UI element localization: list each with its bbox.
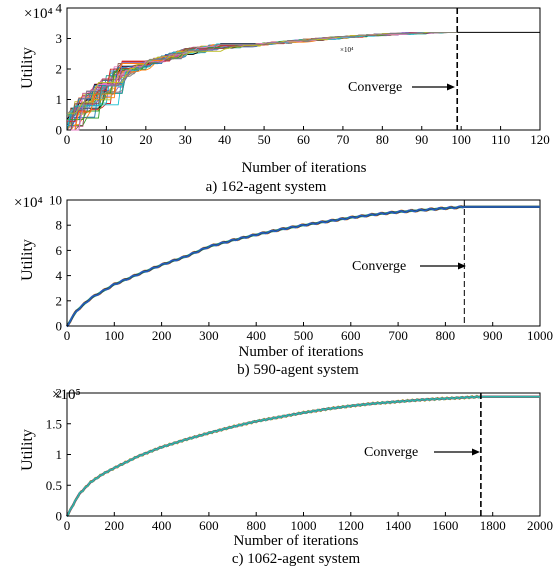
x-tick-label: 300 — [199, 328, 219, 343]
x-tick-label: 1000 — [291, 518, 317, 533]
panel-c-y-multiplier: ×10⁵ — [52, 387, 81, 403]
plot-frame — [66, 199, 541, 327]
x-tick-label: 0 — [64, 518, 71, 533]
x-tick-label: 100 — [451, 132, 471, 147]
panel-a-caption: a) 162-agent system — [206, 179, 327, 195]
agent-run-line — [66, 205, 540, 327]
converge-arrow-icon — [472, 448, 480, 456]
panel-b-caption: b) 590-agent system — [237, 362, 359, 378]
y-tick-label: 2 — [56, 62, 63, 77]
y-tick-label: 1 — [56, 447, 63, 462]
panel-b-series — [66, 205, 540, 328]
panel-c-converge — [434, 393, 482, 516]
y-tick-label: 4 — [56, 268, 63, 283]
y-tick-label: 10 — [49, 193, 62, 208]
x-tick-label: 800 — [436, 328, 456, 343]
panel-c-ylabel: Utility — [19, 429, 36, 471]
y-tick-label: 3 — [56, 31, 63, 46]
panel-a-converge — [412, 8, 459, 130]
panel-b-converge — [420, 200, 466, 326]
y-tick-label: 6 — [56, 243, 63, 258]
panel-b: 0 100 200 300 400 500 600 700 800 900 10000246810 … — [14, 193, 553, 379]
y-tick-label: 2 — [56, 293, 63, 308]
x-tick-label: 70 — [336, 132, 349, 147]
x-tick-label: 10 — [100, 132, 113, 147]
x-tick-label: 1800 — [480, 518, 506, 533]
y-tick-label: 1 — [56, 92, 63, 107]
x-tick-label: 90 — [415, 132, 428, 147]
panel-b-ticks: 0 100 200 300 400 500 600 700 800 900 1000 0 2 4 6 8 10 — [49, 193, 553, 344]
x-tick-label: 1600 — [432, 518, 458, 533]
x-tick-label: 1200 — [338, 518, 364, 533]
agent-run-line — [66, 31, 458, 115]
agent-run-line — [67, 31, 458, 126]
x-tick-label: 400 — [246, 328, 266, 343]
x-tick-label: 110 — [491, 132, 510, 147]
panel-b-y-multiplier: ×10⁴ — [14, 195, 43, 211]
x-tick-label: 800 — [246, 518, 266, 533]
x-tick-label: 500 — [294, 328, 314, 343]
panel-c: 0 200 400 600 800 1000 1200 1400 1600 1800 2000 0 0.… — [19, 386, 553, 568]
agent-run-line — [66, 205, 540, 328]
y-tick-label: 0 — [56, 509, 63, 524]
panel-a: 0 10 20 30 40 50 60 70 80 90 100 110 120 0 1 2 3 4 Utilit… — [19, 1, 550, 196]
x-tick-label: 400 — [152, 518, 172, 533]
panel-b-plot-area — [66, 199, 541, 327]
x-tick-label: 20 — [139, 132, 152, 147]
x-tick-label: 600 — [199, 518, 219, 533]
x-tick-label: 40 — [218, 132, 231, 147]
panel-a-series — [66, 31, 540, 131]
x-tick-label: 700 — [388, 328, 408, 343]
y-tick-label: 4 — [56, 1, 63, 16]
y-tick-label: 8 — [56, 218, 63, 233]
panel-b-converge-label: Converge — [352, 259, 406, 274]
x-tick-label: 0 — [64, 328, 71, 343]
x-tick-label: 80 — [376, 132, 389, 147]
panel-a-ticks: 0 10 20 30 40 50 60 70 80 90 100 110 120 0 1 2 3 4 — [56, 1, 550, 148]
agent-run-line — [66, 395, 540, 518]
panel-b-xlabel: Number of iterations — [239, 344, 364, 360]
converge-arrow-icon — [447, 83, 455, 91]
panel-c-caption: c) 1062-agent system — [232, 551, 361, 567]
x-tick-label: 200 — [152, 328, 172, 343]
y-tick-label: 2 — [56, 386, 63, 401]
x-tick-label: 120 — [530, 132, 550, 147]
panel-a-ylabel: Utility — [19, 47, 36, 89]
panel-c-converge-label: Converge — [364, 445, 418, 460]
y-tick-label: 0 — [56, 123, 63, 138]
converge-arrow-icon — [458, 262, 466, 270]
panel-c-series — [66, 394, 540, 518]
panel-a-converge-label: Converge — [348, 80, 402, 95]
x-tick-label: 2000 — [527, 518, 553, 533]
panel-c-ticks: 0 200 400 600 800 1000 1200 1400 1600 1800 2000 0 0.… — [46, 386, 553, 534]
panel-a-y-multiplier: ×10⁴ — [24, 6, 53, 22]
x-tick-label: 0 — [64, 132, 71, 147]
panel-c-xlabel: Number of iterations — [234, 533, 359, 549]
y-tick-label: 0.5 — [46, 478, 62, 493]
y-tick-label: 0 — [56, 319, 63, 334]
y-tick-label: 1.5 — [46, 416, 62, 431]
x-tick-label: 30 — [179, 132, 192, 147]
panel-a-inner-annotation: ×10⁴ — [340, 46, 354, 54]
x-tick-label: 600 — [341, 328, 361, 343]
x-tick-label: 1000 — [527, 328, 553, 343]
x-tick-label: 1400 — [385, 518, 411, 533]
panel-b-ylabel: Utility — [19, 239, 36, 281]
x-tick-label: 900 — [483, 328, 503, 343]
x-tick-label: 50 — [258, 132, 271, 147]
x-tick-label: 60 — [297, 132, 310, 147]
x-tick-label: 200 — [105, 518, 125, 533]
x-tick-label: 100 — [105, 328, 125, 343]
panel-a-xlabel: Number of iterations — [242, 160, 367, 176]
